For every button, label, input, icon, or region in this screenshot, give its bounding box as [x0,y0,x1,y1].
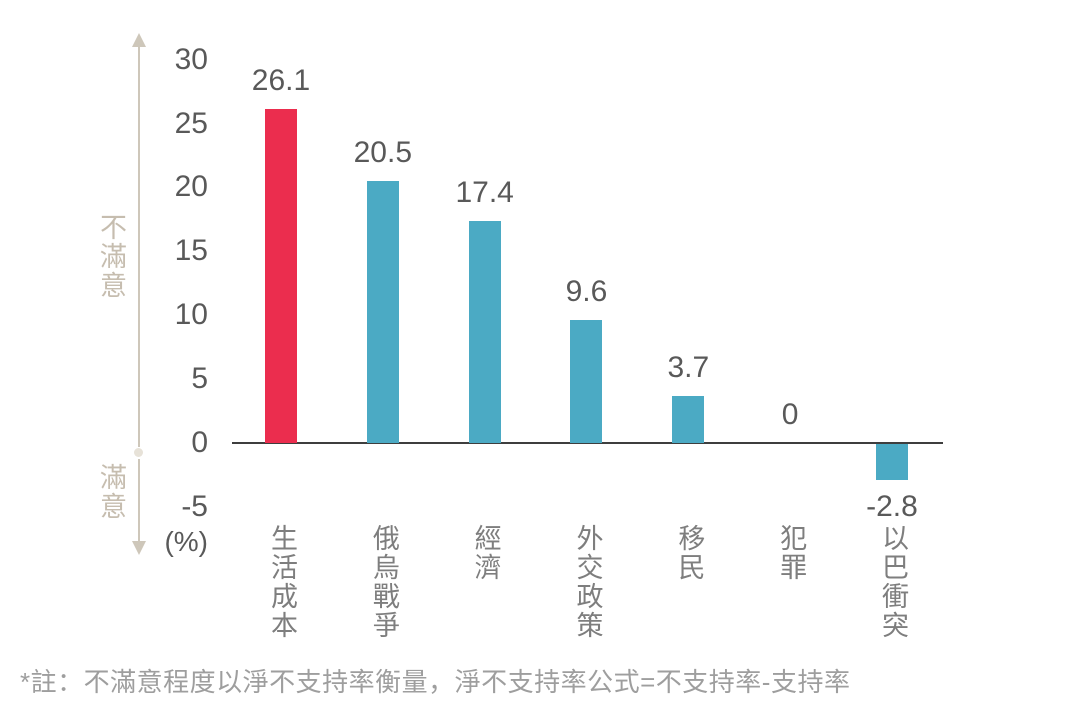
category-label: 外交政策 [572,524,603,640]
y-tick-label: 30 [174,42,208,76]
y-tick-label: -5 [181,489,208,523]
bar-value-label: 9.6 [565,275,608,309]
y-axis-unit-label: (%) [164,526,208,557]
bar-value-label: 17.4 [455,175,514,209]
bar-value-label: 3.7 [667,350,710,384]
bar-外交政策 [570,320,603,443]
bar-俄烏戰爭 [366,181,399,443]
y-tick-label: 0 [191,426,208,459]
y-tick-label: 5 [191,362,208,396]
category-label: 經濟 [470,524,501,582]
category-label: 以巴衝突 [877,524,908,640]
bar-value-label: -2.8 [866,489,918,523]
bar-移民 [672,395,705,443]
arrow-line-lower [138,459,140,543]
bar-以巴衝突 [875,444,908,480]
arrow-line-upper [138,45,140,447]
y-tick-label: 20 [174,170,208,204]
arrow-down-icon [132,541,146,555]
category-label: 俄烏戰爭 [368,524,399,640]
bar-value-label: 26.1 [251,64,311,98]
axis-annotation-satisfied: 滿意 [96,463,126,521]
bar-生活成本 [265,109,297,443]
y-tick-label: 25 [174,106,208,140]
bar-value-label: 0 [781,398,799,431]
y-tick-label: 15 [174,234,208,268]
axis-zero-dot [134,448,143,457]
bar-value-label: 20.5 [353,136,413,169]
chart-footnote: *註：不滿意程度以淨不支持率衡量，淨不支持率公式=不支持率-支持率 [20,667,851,697]
axis-annotation-dissatisfied: 不滿意 [96,213,126,300]
y-tick-label: 10 [174,298,208,332]
arrow-up-icon [132,33,146,47]
category-label: 生活成本 [267,524,297,640]
category-label: 犯罪 [776,524,807,582]
bar-經濟 [468,220,501,443]
category-label: 移民 [674,524,705,582]
